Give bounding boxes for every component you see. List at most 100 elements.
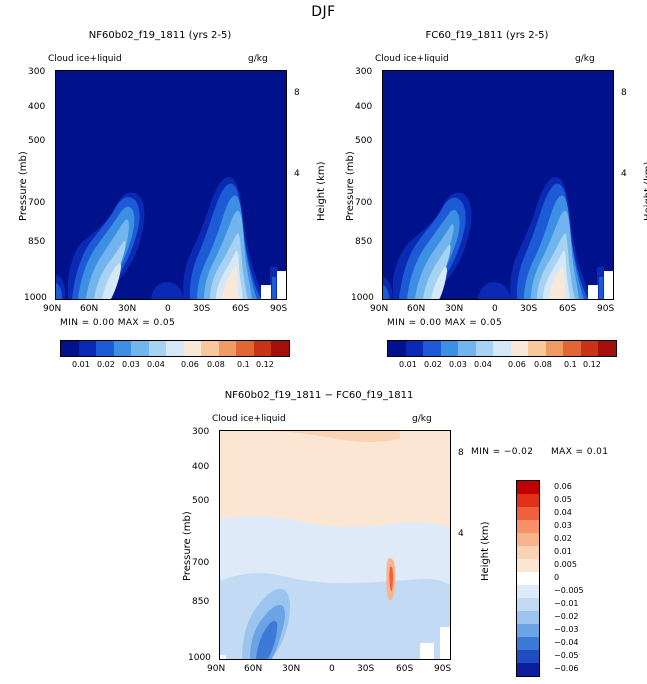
panel2-ytick-400: 400 xyxy=(355,102,373,112)
panel3-xtick-60S: 60S xyxy=(396,664,414,674)
panel2-var-label: Cloud ice+liquid xyxy=(375,54,449,64)
panel3-cbar-lbl-3: 0.03 xyxy=(554,521,572,530)
panel2-xtick-0: 0 xyxy=(492,304,498,314)
panel3-plot-area xyxy=(219,430,451,660)
panel1-cbar-lbl-7: 0.12 xyxy=(256,360,274,369)
panel3-cbar-lbl-14: −0.06 xyxy=(554,664,579,673)
panel3-ytick-1000: 1000 xyxy=(188,653,211,663)
panel3-cbar-lbl-10: −0.02 xyxy=(554,612,579,621)
panel2-cbar-lbl-6: 0.1 xyxy=(564,360,577,369)
panel2-xtick-60N: 60N xyxy=(407,304,426,314)
panel1-colorbar-swatches xyxy=(60,340,290,357)
panel1-cbar-lbl-6: 0.1 xyxy=(237,360,250,369)
panel2-contour-field xyxy=(383,71,613,299)
panel2-cbar-lbl-1: 0.02 xyxy=(424,360,442,369)
panel2-xtick-30N: 30N xyxy=(445,304,464,314)
panel-fc60: FC60_f19_1811 (yrs 2-5) Cloud ice+liquid… xyxy=(327,26,647,366)
panel1-ytick-1000: 1000 xyxy=(24,293,47,303)
panel3-ytick-700: 700 xyxy=(192,558,210,568)
panel1-ytick-500: 500 xyxy=(28,136,46,146)
panel2-colorbar-swatches xyxy=(387,340,617,357)
panel3-title: NF60b02_f19_1811 − FC60_f19_1811 xyxy=(224,390,414,401)
panel1-ytick-700: 700 xyxy=(28,198,46,208)
panel2-plot-area xyxy=(382,70,614,300)
panel2-colorbar: 0.01 0.02 0.03 0.04 0.06 0.08 0.1 0.12 xyxy=(387,340,617,371)
panel2-ylabel-left: Pressure (mb) xyxy=(345,151,356,221)
panel2-yright-4: 4 xyxy=(621,169,627,179)
panel1-yright-8: 8 xyxy=(294,88,300,98)
panel3-cbar-lbl-9: −0.01 xyxy=(554,599,579,608)
panel1-ylabel-right: Height (km) xyxy=(316,161,327,221)
panel3-yright-8: 8 xyxy=(458,448,464,458)
panel1-contour-field xyxy=(56,71,286,299)
panel1-ytick-400: 400 xyxy=(28,102,46,112)
panel3-units: g/kg xyxy=(412,414,432,424)
panel3-cbar-lbl-8: −0.005 xyxy=(554,586,584,595)
panel2-xtick-60S: 60S xyxy=(559,304,577,314)
panel2-cbar-lbl-4: 0.06 xyxy=(508,360,526,369)
panel1-cbar-lbl-3: 0.04 xyxy=(147,360,165,369)
panel2-yright-8: 8 xyxy=(621,88,627,98)
panel3-cbar-lbl-11: −0.03 xyxy=(554,625,579,634)
panel2-cbar-lbl-2: 0.03 xyxy=(449,360,467,369)
panel3-contour-field xyxy=(220,431,450,659)
panel2-xtick-30S: 30S xyxy=(520,304,538,314)
panel2-ytick-300: 300 xyxy=(355,67,373,77)
panel3-xtick-30S: 30S xyxy=(357,664,375,674)
season-title: DJF xyxy=(311,4,336,20)
panel3-xtick-90N: 90N xyxy=(207,664,226,674)
panel3-cbar-lbl-5: 0.01 xyxy=(554,547,572,556)
panel2-xtick-90N: 90N xyxy=(370,304,389,314)
panel1-plot-area xyxy=(55,70,287,300)
panel1-cbar-lbl-5: 0.08 xyxy=(207,360,225,369)
panel2-ylabel-right: Height (km) xyxy=(643,161,647,221)
panel1-ytick-850: 850 xyxy=(28,237,46,247)
panel2-ytick-850: 850 xyxy=(355,237,373,247)
panel3-cbar-lbl-6: 0.005 xyxy=(554,560,577,569)
panel3-colorbar xyxy=(516,480,540,677)
panel2-cbar-lbl-3: 0.04 xyxy=(474,360,492,369)
panel1-cbar-lbl-2: 0.03 xyxy=(122,360,140,369)
panel3-yright-4: 4 xyxy=(458,529,464,539)
panel1-ytick-300: 300 xyxy=(28,67,46,77)
panel3-ytick-850: 850 xyxy=(192,597,210,607)
panel3-xtick-60N: 60N xyxy=(244,664,263,674)
panel1-xtick-30S: 30S xyxy=(193,304,211,314)
panel1-xtick-90N: 90N xyxy=(43,304,62,314)
panel3-cbar-lbl-12: −0.04 xyxy=(554,638,579,647)
panel1-cbar-lbl-0: 0.01 xyxy=(72,360,90,369)
panel3-var-label: Cloud ice+liquid xyxy=(212,414,286,424)
panel2-ytick-1000: 1000 xyxy=(351,293,374,303)
panel3-cbar-lbl-1: 0.05 xyxy=(554,495,572,504)
panel1-ylabel-left: Pressure (mb) xyxy=(18,151,29,221)
panel3-cbar-lbl-7: 0 xyxy=(554,573,560,582)
panel3-cbar-lbl-0: 0.06 xyxy=(554,482,572,491)
panel1-var-label: Cloud ice+liquid xyxy=(48,54,122,64)
panel3-xtick-30N: 30N xyxy=(282,664,301,674)
panel2-title: FC60_f19_1811 (yrs 2-5) xyxy=(425,30,549,41)
panel1-yright-4: 4 xyxy=(294,169,300,179)
panel2-cbar-lbl-7: 0.12 xyxy=(583,360,601,369)
panel1-units: g/kg xyxy=(248,54,268,64)
panel1-xtick-60N: 60N xyxy=(80,304,99,314)
panel1-xtick-30N: 30N xyxy=(118,304,137,314)
panel3-ytick-400: 400 xyxy=(192,462,210,472)
panel1-cbar-lbl-1: 0.02 xyxy=(97,360,115,369)
panel3-ylabel-left: Pressure (mb) xyxy=(182,511,193,581)
panel2-ytick-700: 700 xyxy=(355,198,373,208)
panel3-min-text: MIN = −0.02 xyxy=(471,447,534,457)
panel2-units: g/kg xyxy=(575,54,595,64)
panel1-xtick-0: 0 xyxy=(165,304,171,314)
panel2-ytick-500: 500 xyxy=(355,136,373,146)
panel3-ylabel-right: Height (km) xyxy=(480,521,491,581)
panel2-cbar-lbl-0: 0.01 xyxy=(399,360,417,369)
panel2-minmax: MIN = 0.00 MAX = 0.05 xyxy=(387,318,503,328)
panel1-minmax: MIN = 0.00 MAX = 0.05 xyxy=(60,318,176,328)
panel1-xtick-60S: 60S xyxy=(232,304,250,314)
panel3-xtick-0: 0 xyxy=(329,664,335,674)
panel3-cbar-lbl-4: 0.02 xyxy=(554,534,572,543)
panel-nf60b02: NF60b02_f19_1811 (yrs 2-5) Cloud ice+liq… xyxy=(0,26,327,366)
panel1-title: NF60b02_f19_1811 (yrs 2-5) xyxy=(88,30,232,41)
panel2-xtick-90S: 90S xyxy=(597,304,615,314)
panel3-ytick-300: 300 xyxy=(192,427,210,437)
